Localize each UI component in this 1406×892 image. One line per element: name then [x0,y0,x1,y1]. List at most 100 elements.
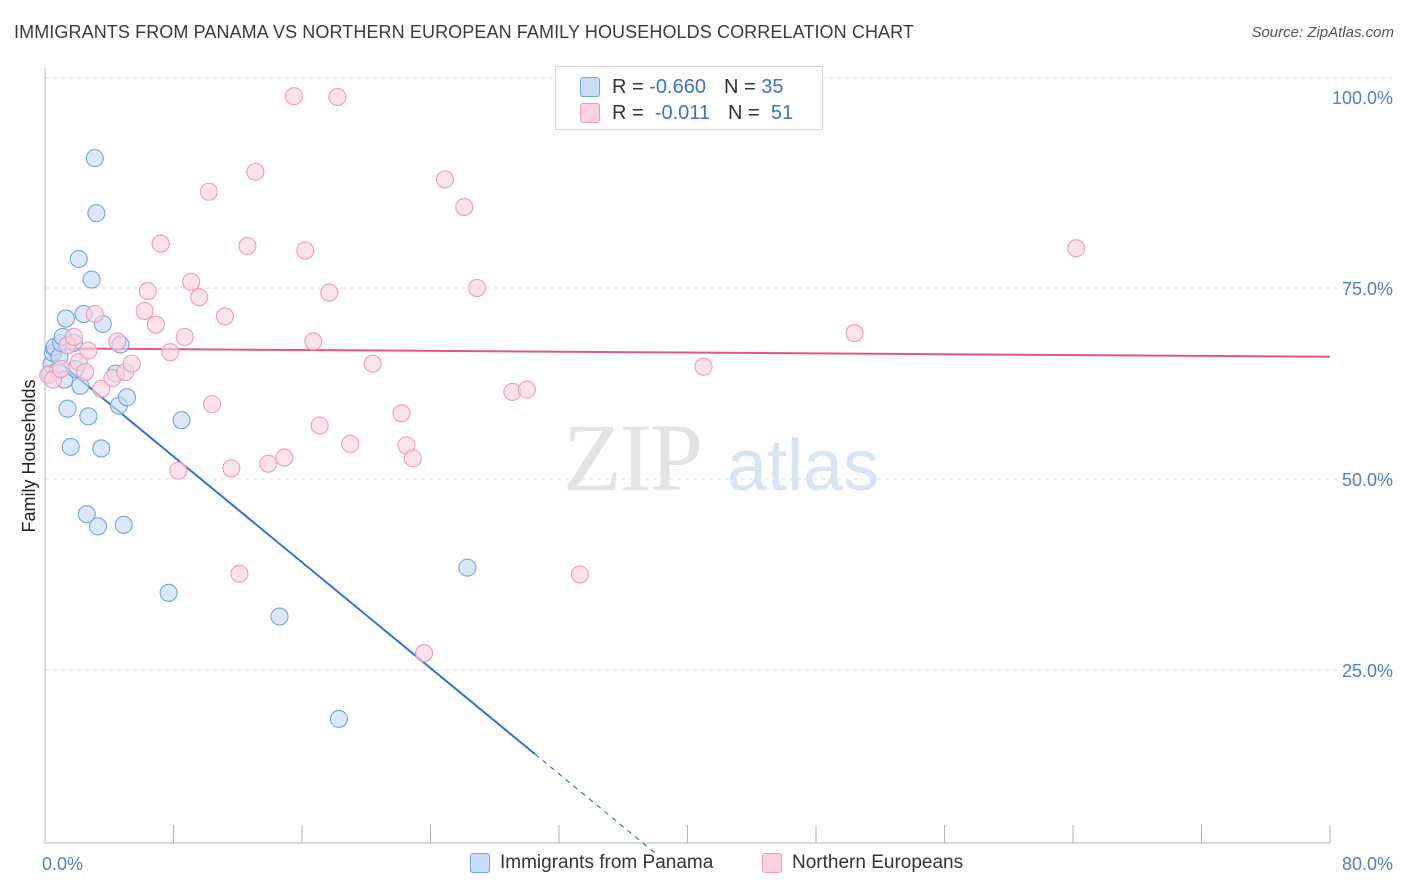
point-northern [694,357,713,376]
point-panama [79,407,98,426]
grid-lines [45,77,1392,671]
point-northern [146,315,165,334]
point-northern [246,162,265,181]
legend-row-northern: R = -0.011 N = 51 [580,101,793,125]
point-panama [88,517,108,536]
point-panama [329,709,348,728]
point-panama [117,388,136,407]
x-tick-label: 0.0% [42,854,83,874]
point-northern [230,564,249,583]
source-label: Source: ZipAtlas.com [1251,24,1394,41]
legend-label-northern: Northern Europeans [792,852,964,873]
watermark-atlas: atlas [727,426,879,506]
point-northern [455,197,474,217]
legend-swatch-northern [762,853,782,873]
point-northern [403,449,422,468]
legend-r-value: -0.011 [654,101,711,124]
legend-n-label: N = [723,75,756,98]
watermark: ZIP atlas [563,404,879,511]
legend-swatch-panama [580,77,600,97]
point-northern [570,565,589,584]
y-tick-label: 75.0% [1342,279,1393,299]
point-northern [182,272,201,291]
point-panama [270,607,289,626]
point-northern [85,304,104,324]
point-panama [92,439,111,458]
watermark-zip: ZIP [563,404,701,511]
y-tick-label: 100.0% [1332,88,1393,108]
point-panama [56,309,75,328]
point-northern [284,87,304,106]
point-northern [320,283,339,302]
y-tick-label: 50.0% [1342,470,1393,490]
point-panama [61,437,80,456]
legend-swatch-panama [470,853,490,873]
data-points [39,87,1086,728]
point-northern [415,644,434,663]
point-northern [108,332,127,351]
legend-n-label: N = [728,101,760,124]
point-northern [296,241,315,260]
point-northern [175,327,194,346]
point-northern [310,416,329,435]
legend-label-panama: Immigrants from Panama [500,852,714,873]
point-panama [77,505,96,524]
tick-labels: 25.0% 50.0% 75.0% 100.0% 0.0% 80.0% [42,88,1393,874]
point-northern [79,341,98,360]
point-northern [435,170,455,189]
trend-lines [44,347,1331,854]
point-northern [138,282,157,301]
point-northern [259,454,278,473]
point-panama [114,515,133,534]
point-panama [58,399,77,418]
legend-item-panama: Immigrants from Panama [470,852,713,874]
point-panama [85,149,104,168]
y-tick-label: 25.0% [1342,661,1393,681]
point-northern [135,301,154,320]
x-tick-label: 80.0% [1342,854,1393,874]
point-panama [458,558,477,577]
point-northern [238,236,257,256]
legend-swatch-northern [580,103,600,123]
point-northern [392,404,411,423]
legend-r-value: -0.660 [649,75,706,98]
trend-line-panama-extension [534,753,656,854]
point-northern [1067,239,1086,258]
point-northern [199,182,218,201]
point-northern [161,343,180,362]
point-northern [190,288,209,307]
axes [44,68,1331,844]
legend-row-panama: R = -0.660 N = 35 [580,75,783,99]
legend-r-label: R = [612,75,644,98]
point-northern [845,324,864,343]
trend-line-northern [44,347,1331,358]
chart-title: IMMIGRANTS FROM PANAMA VS NORTHERN EUROP… [14,22,915,42]
point-northern [76,362,95,382]
point-northern [52,359,71,379]
y-axis-title: Family Households [19,379,39,532]
trend-line-panama [44,349,536,755]
point-northern [122,354,141,373]
point-northern [92,379,111,398]
point-northern [328,87,347,107]
point-northern [169,461,188,480]
point-northern [151,234,170,253]
point-panama [69,249,88,269]
point-northern [304,332,323,351]
point-northern [203,395,222,414]
point-northern [275,448,294,467]
point-panama [87,204,106,223]
series-legend: Immigrants from Panama Northern European… [0,852,1406,878]
point-panama [82,270,101,289]
point-northern [363,354,382,373]
point-northern [341,434,360,453]
point-northern [222,459,241,478]
point-northern [215,307,234,326]
point-panama [159,583,178,602]
legend-n-value: 35 [761,75,784,98]
stats-legend: R = -0.660 N = 35 R = -0.011 N = 51 [555,66,823,130]
point-northern [468,278,487,298]
point-northern [517,380,536,399]
legend-r-label: R = [612,101,644,124]
